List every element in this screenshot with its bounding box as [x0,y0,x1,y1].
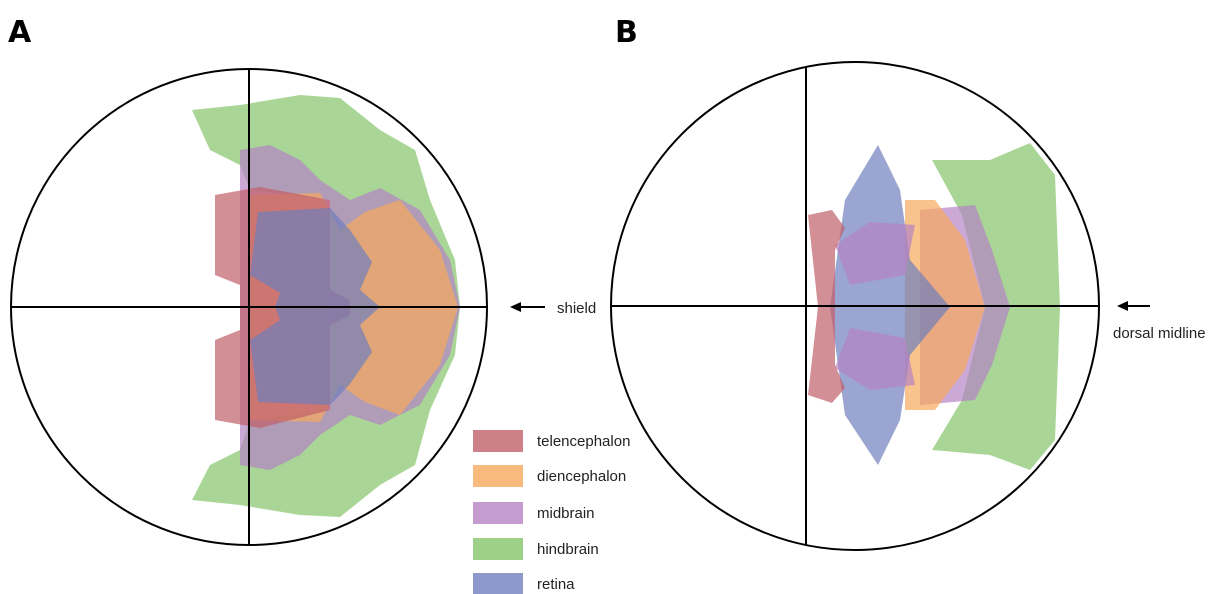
legend-text: telencephalon [537,433,630,450]
legend-text: retina [537,576,575,593]
legend-swatch [473,502,523,524]
legend-text: hindbrain [537,541,599,558]
legend-text: midbrain [537,505,595,522]
panel-label: B [615,15,638,50]
arrow-head [1117,301,1128,311]
legend-swatch [473,538,523,560]
legend-swatch [473,573,523,594]
legend-swatch [473,430,523,452]
legend: telencephalon diencephalon midbrain hindbra… [473,430,630,594]
figure: A shield B dorsal midline telencephalon d… [0,0,1227,594]
panel-b: B dorsal midline [611,15,1206,550]
legend-swatch [473,465,523,487]
panel-label: A [8,15,32,50]
annotation: dorsal midline [1113,325,1206,342]
annotation: shield [557,300,596,317]
arrow-head [510,302,521,312]
legend-text: diencephalon [537,468,626,485]
